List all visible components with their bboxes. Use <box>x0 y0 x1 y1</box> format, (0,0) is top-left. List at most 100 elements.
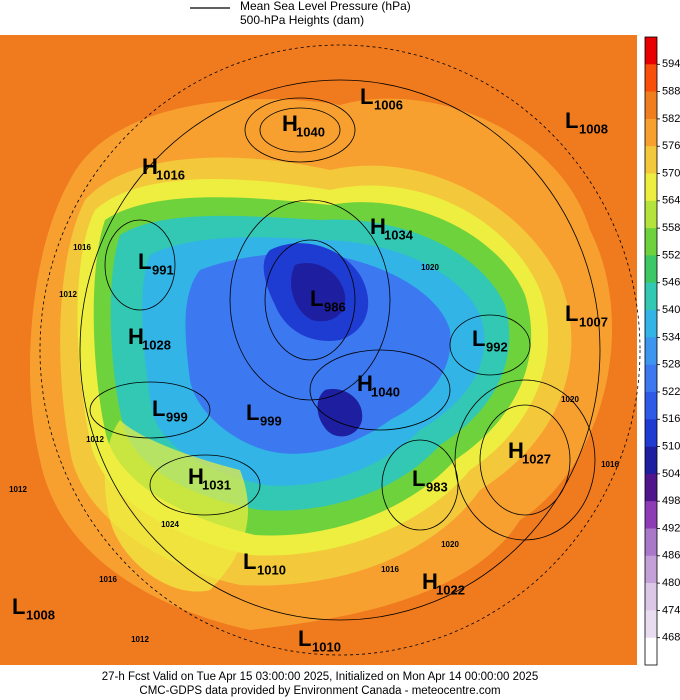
pressure-center: L 1006 <box>360 84 403 113</box>
pressure-center: L 1008 <box>12 594 55 623</box>
center-value: 1008 <box>26 607 55 622</box>
isobar-label: 1012 <box>131 635 149 644</box>
map <box>0 35 641 665</box>
center-value: 1006 <box>374 97 403 112</box>
colorbar-tick-label: 582 <box>662 113 680 125</box>
center-kind: L <box>310 286 323 311</box>
isobar-label: 1016 <box>601 460 619 469</box>
colorbar-tick-label: 468 <box>662 632 680 644</box>
colorbar-tick-label: 492 <box>662 522 680 534</box>
colorbar-segment <box>645 64 657 92</box>
colorbar-tick-label: 588 <box>662 86 680 98</box>
isobar-label: 1020 <box>561 395 579 404</box>
colorbar-segment <box>645 37 657 65</box>
pressure-center: L 991 <box>138 249 174 278</box>
colorbar-segment <box>645 282 657 311</box>
center-value: 999 <box>260 413 282 428</box>
pressure-center: L 992 <box>472 326 508 355</box>
pressure-center: L 999 <box>152 396 188 425</box>
isobar-label: 1012 <box>9 485 27 494</box>
colorbar-segment <box>645 610 657 638</box>
colorbar-segment <box>645 364 657 393</box>
colorbar-frame <box>644 36 658 666</box>
center-kind: L <box>472 326 485 351</box>
center-value: 1008 <box>579 121 608 136</box>
isobar-label: 1020 <box>441 540 459 549</box>
center-kind: H <box>508 438 524 463</box>
isobar-label: 1012 <box>86 435 104 444</box>
colorbar-segment <box>645 473 657 502</box>
colorbar-tick-label: 558 <box>662 222 680 234</box>
legend-label: Mean Sea Level Pressure (hPa) <box>240 0 411 13</box>
isobar-label: 1020 <box>421 263 439 272</box>
center-kind: H <box>282 111 298 136</box>
center-value: 1007 <box>579 314 608 329</box>
colorbar-segment <box>645 419 657 447</box>
center-value: 1016 <box>156 167 185 182</box>
center-kind: L <box>152 396 165 421</box>
colorbar-segment <box>645 555 657 584</box>
pressure-center: L 1010 <box>298 626 341 655</box>
colorbar-tick-label: 594 <box>662 58 680 70</box>
footer-text: 27-h Fcst Valid on Tue Apr 15 03:00:00 2… <box>102 671 538 683</box>
isobar-label: 1016 <box>73 243 91 252</box>
center-kind: H <box>370 214 386 239</box>
center-kind: L <box>412 466 425 491</box>
center-kind: L <box>12 594 25 619</box>
colorbar-tick-label: 552 <box>662 249 680 261</box>
colorbar-tick-label: 528 <box>662 359 680 371</box>
colorbar-segment <box>645 583 657 611</box>
colorbar-tick-label: 564 <box>662 195 680 207</box>
colorbar-segment <box>645 255 657 284</box>
center-kind: L <box>360 84 373 109</box>
center-kind: L <box>243 549 256 574</box>
center-kind: H <box>142 154 158 179</box>
colorbar-segment <box>645 228 657 256</box>
colorbar-tick-label: 486 <box>662 550 680 562</box>
isobar-label: 1016 <box>99 575 117 584</box>
colorbar-segment <box>645 173 657 202</box>
center-kind: L <box>246 400 259 425</box>
center-value: 986 <box>324 299 346 314</box>
colorbar-segment <box>645 118 657 147</box>
center-value: 1040 <box>296 124 325 139</box>
colorbar-tick-label: 474 <box>662 604 680 616</box>
center-kind: H <box>128 324 144 349</box>
isobar-label: 1012 <box>59 290 77 299</box>
pressure-center: L 986 <box>310 286 346 315</box>
colorbar-segment <box>645 637 657 666</box>
center-value: 1028 <box>142 337 171 352</box>
colorbar-segment <box>645 446 657 475</box>
pressure-center: L 1008 <box>565 108 608 137</box>
legend-label: 500-hPa Heights (dam) <box>240 13 364 27</box>
pressure-center: L 1010 <box>243 549 286 578</box>
center-kind: H <box>188 464 204 489</box>
center-kind: H <box>422 569 438 594</box>
footer-text: CMC-GDPS data provided by Environment Ca… <box>139 685 500 697</box>
center-kind: H <box>357 371 373 396</box>
center-kind: L <box>565 108 578 133</box>
center-value: 1034 <box>384 227 414 242</box>
colorbar-segment <box>645 146 657 174</box>
colorbar-tick-label: 510 <box>662 440 680 452</box>
center-kind: L <box>565 301 578 326</box>
colorbar-tick-label: 570 <box>662 167 680 179</box>
center-value: 1010 <box>312 639 341 654</box>
isobar-label: 1024 <box>161 520 179 529</box>
colorbar-segment <box>645 391 657 420</box>
colorbar-tick-label: 540 <box>662 304 680 316</box>
center-value: 992 <box>486 339 508 354</box>
colorbar-tick-label: 516 <box>662 413 680 425</box>
colorbar-segment <box>645 310 657 338</box>
colorbar-tick-label: 480 <box>662 577 680 589</box>
center-value: 983 <box>426 479 448 494</box>
colorbar-tick-label: 576 <box>662 140 680 152</box>
